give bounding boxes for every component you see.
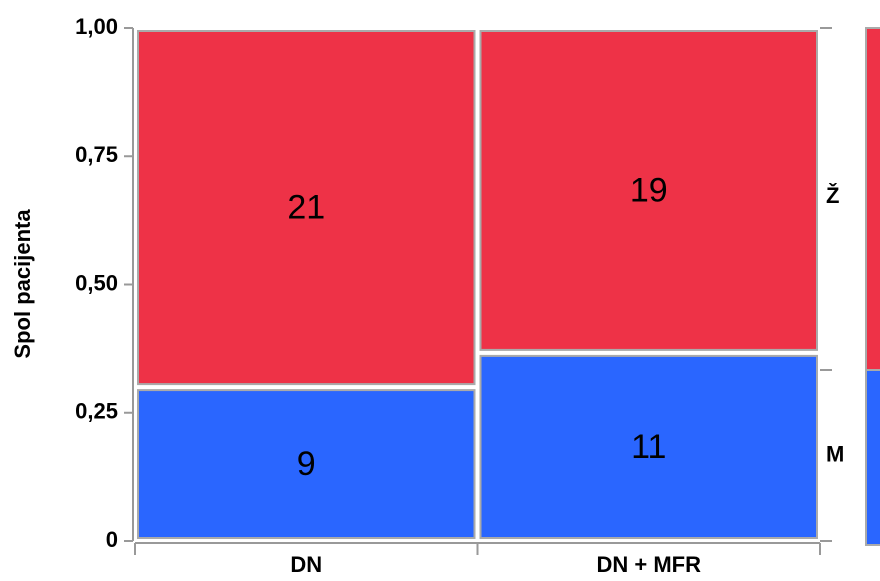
cell-label: 19 xyxy=(630,171,668,209)
cell-label: 9 xyxy=(297,445,316,483)
right-label: M xyxy=(826,441,844,466)
cell-label: 11 xyxy=(631,428,666,466)
y-tick-label: 1,00 xyxy=(75,14,118,39)
y-tick-label: 0,25 xyxy=(75,399,118,424)
mosaic-cell xyxy=(479,30,818,351)
y-tick-label: 0 xyxy=(106,527,118,552)
y-tick-label: 0,50 xyxy=(75,270,118,295)
y-axis-label: Spol pacijenta xyxy=(10,209,35,359)
mosaic-cell xyxy=(137,389,476,539)
mosaic-cell xyxy=(479,354,818,539)
partial-panel xyxy=(865,369,880,546)
x-tick-label: DN xyxy=(290,552,322,577)
x-tick-label: DN + MFR xyxy=(597,552,702,577)
mosaic-cell xyxy=(137,30,476,386)
right-label: Ž xyxy=(826,183,839,208)
cell-label: 21 xyxy=(287,189,325,227)
y-tick-label: 0,75 xyxy=(75,142,118,167)
